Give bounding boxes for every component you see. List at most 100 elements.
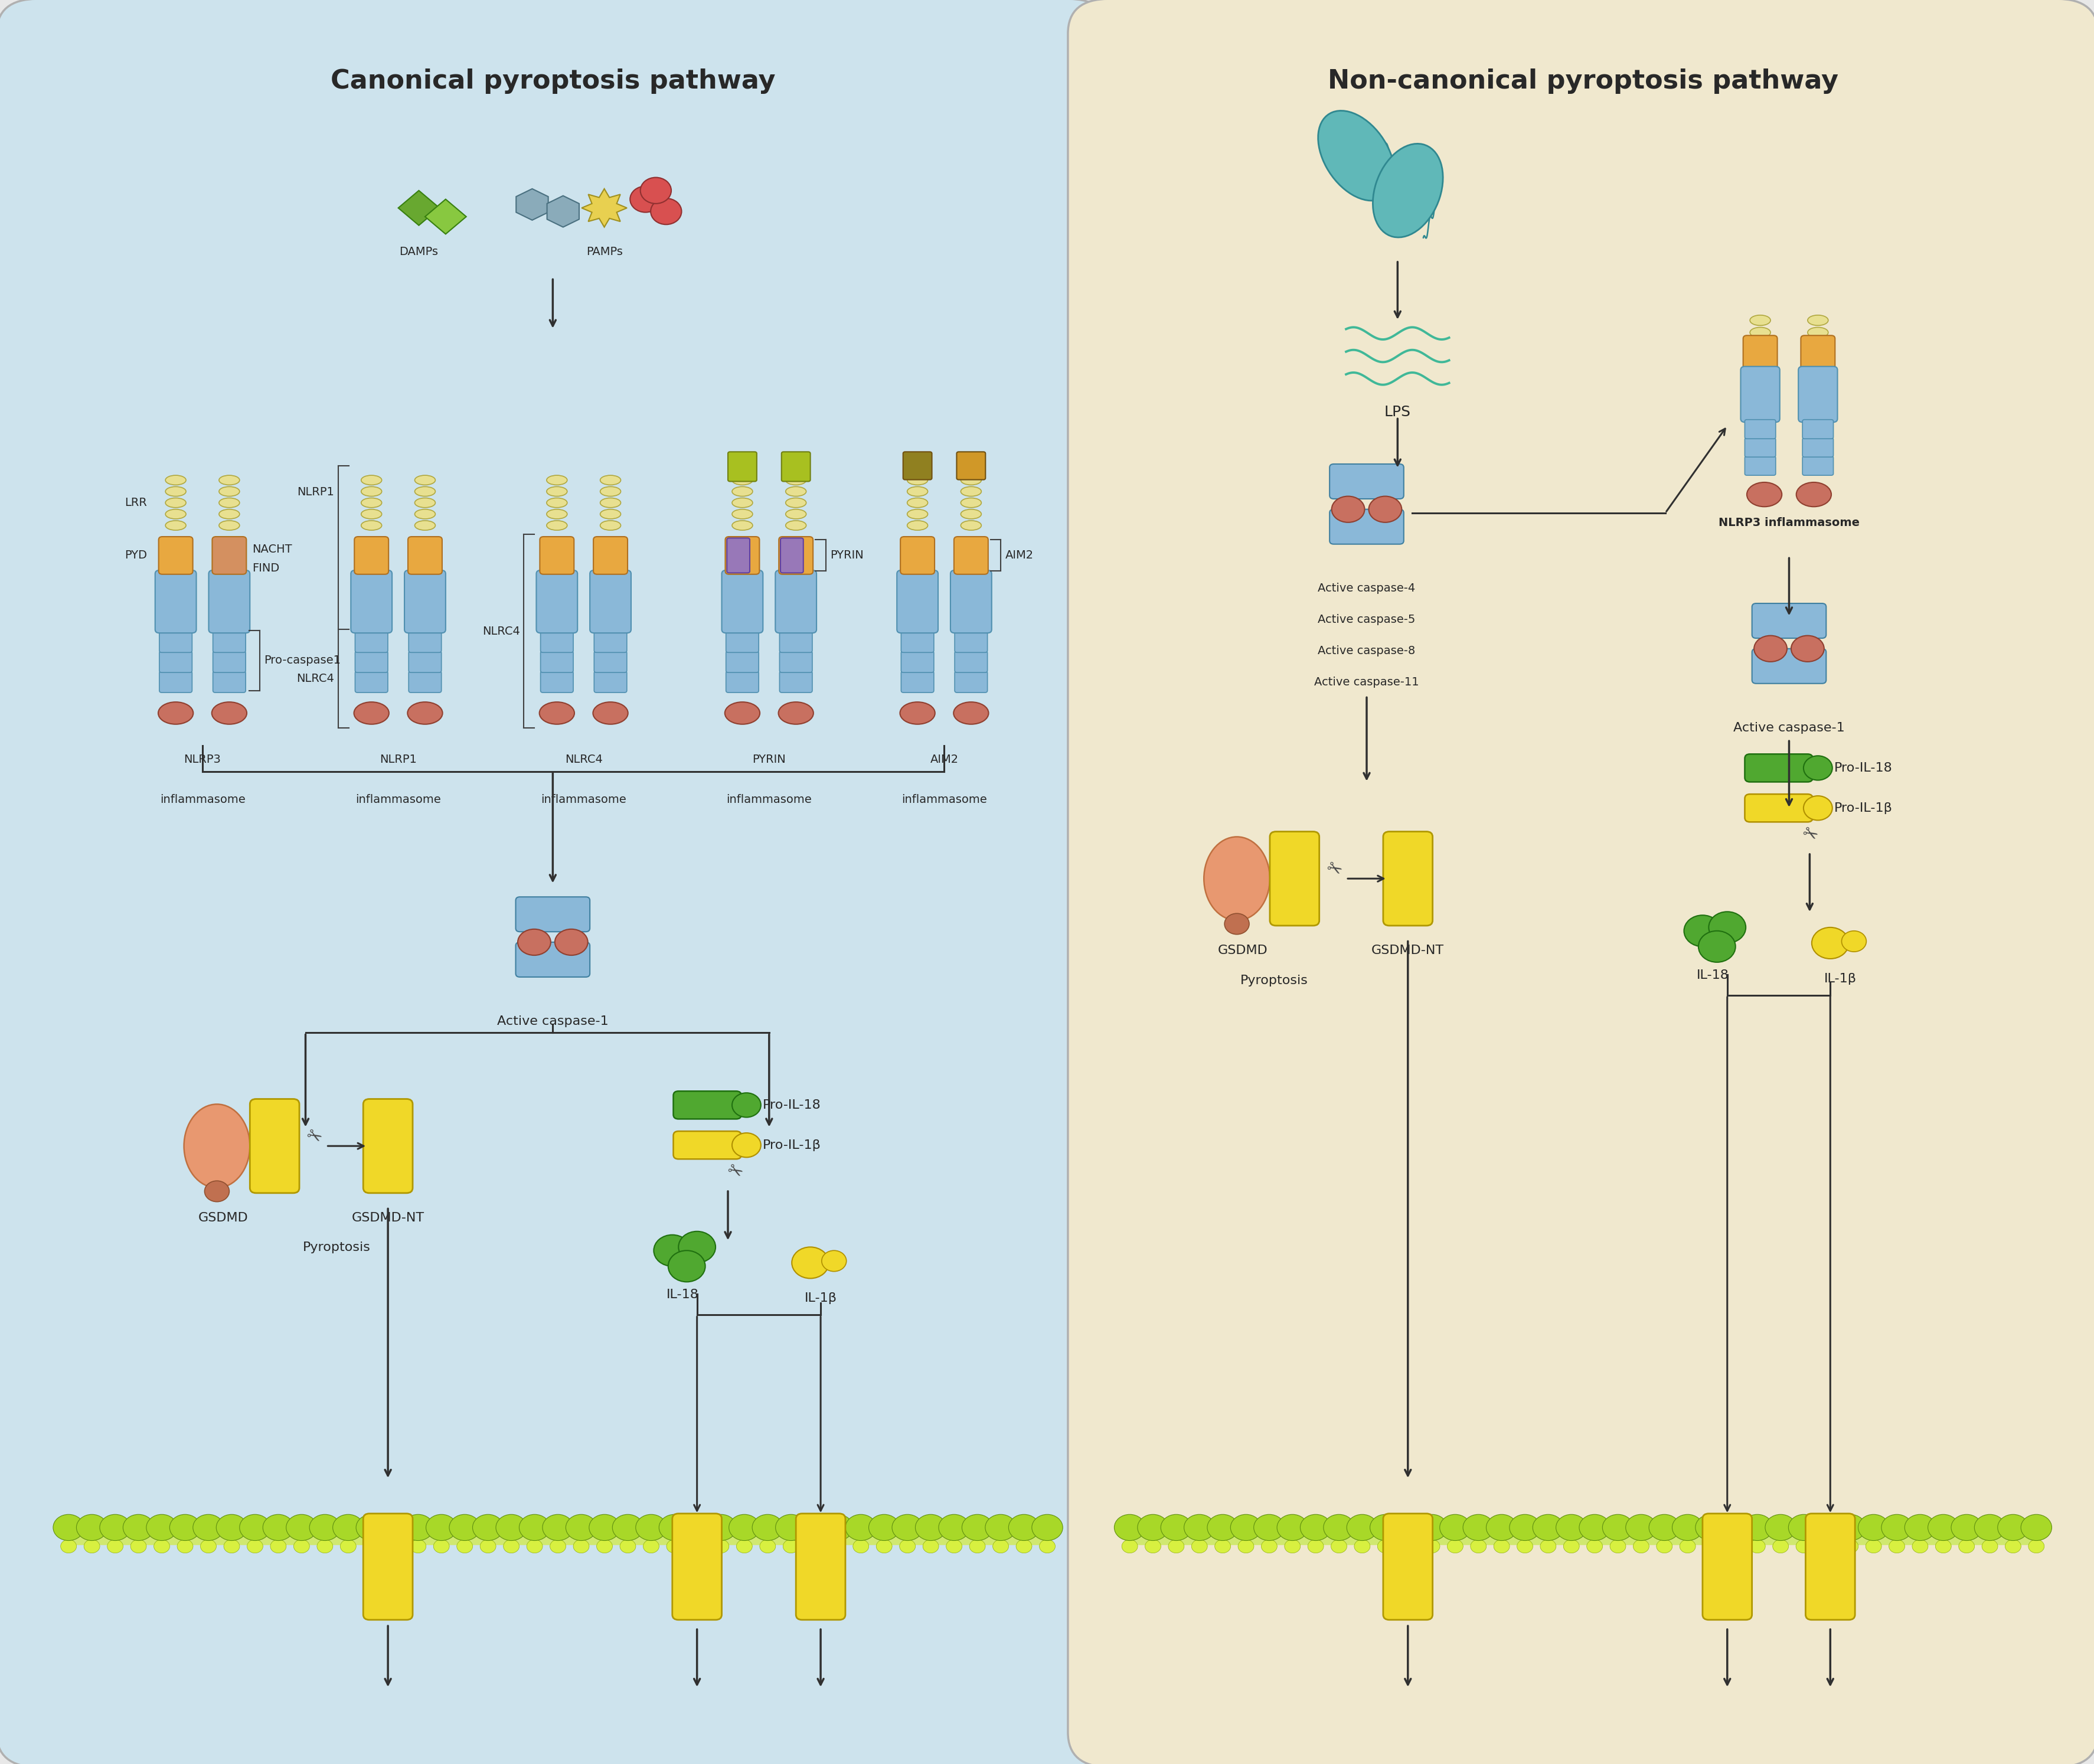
Circle shape [287,1515,316,1540]
Circle shape [712,1540,729,1552]
Text: Pro-caspase1: Pro-caspase1 [264,654,341,667]
FancyBboxPatch shape [362,1099,413,1192]
Circle shape [1533,1515,1562,1540]
Circle shape [1277,1515,1307,1540]
FancyBboxPatch shape [408,670,442,693]
Ellipse shape [540,702,574,725]
Text: NACHT: NACHT [251,543,291,556]
FancyBboxPatch shape [356,651,387,672]
FancyBboxPatch shape [779,651,812,672]
Ellipse shape [360,475,381,485]
Circle shape [915,1515,946,1540]
Circle shape [1795,1540,1811,1552]
FancyBboxPatch shape [1805,1514,1855,1619]
Circle shape [1958,1540,1975,1552]
Circle shape [653,1235,691,1267]
FancyBboxPatch shape [779,536,812,575]
Circle shape [1633,1540,1648,1552]
Circle shape [1709,912,1744,944]
Circle shape [1238,1540,1254,1552]
Text: Pyroptosis: Pyroptosis [1240,974,1307,986]
Circle shape [729,1515,760,1540]
Ellipse shape [785,520,806,531]
Ellipse shape [1372,143,1443,238]
Circle shape [731,1132,760,1157]
Text: IL-1β: IL-1β [804,1293,838,1304]
FancyBboxPatch shape [1801,335,1834,372]
Circle shape [961,1515,993,1540]
Circle shape [410,1540,425,1552]
Ellipse shape [165,475,186,485]
Circle shape [731,1094,760,1117]
Ellipse shape [165,497,186,508]
Circle shape [333,1515,364,1540]
Circle shape [1447,1540,1464,1552]
Text: NLRC4: NLRC4 [565,753,603,766]
FancyBboxPatch shape [249,1099,299,1192]
FancyBboxPatch shape [159,536,193,575]
FancyBboxPatch shape [775,570,817,633]
Ellipse shape [785,510,806,519]
Ellipse shape [731,475,752,485]
Ellipse shape [415,510,436,519]
FancyBboxPatch shape [781,452,810,482]
Circle shape [270,1540,287,1552]
Circle shape [61,1540,77,1552]
Circle shape [1007,1515,1039,1540]
FancyBboxPatch shape [1740,367,1780,422]
FancyBboxPatch shape [1799,367,1836,422]
Ellipse shape [408,702,442,725]
Ellipse shape [360,487,381,496]
Circle shape [1679,1540,1694,1552]
Circle shape [620,1540,637,1552]
Circle shape [898,1540,915,1552]
FancyBboxPatch shape [900,536,934,575]
Text: ✂: ✂ [1323,859,1344,880]
Ellipse shape [725,702,760,725]
Circle shape [1702,1540,1719,1552]
Ellipse shape [415,475,436,485]
Circle shape [634,1515,666,1540]
Circle shape [1439,1515,1470,1540]
FancyBboxPatch shape [1751,649,1826,683]
Circle shape [1725,1540,1742,1552]
Circle shape [1820,1540,1834,1552]
FancyBboxPatch shape [725,536,760,575]
Ellipse shape [220,520,239,531]
Circle shape [1788,1515,1820,1540]
Circle shape [356,1515,387,1540]
Circle shape [1510,1515,1539,1540]
Ellipse shape [907,475,928,485]
Ellipse shape [184,1104,249,1187]
Circle shape [1114,1515,1145,1540]
Circle shape [806,1540,823,1552]
FancyBboxPatch shape [1330,510,1403,543]
Text: GSDMD-NT: GSDMD-NT [1372,946,1445,956]
Circle shape [1261,1540,1277,1552]
FancyBboxPatch shape [672,1092,741,1118]
Ellipse shape [601,475,620,485]
FancyBboxPatch shape [955,632,986,653]
Ellipse shape [1807,351,1828,362]
Circle shape [1975,1515,2004,1540]
Circle shape [473,1515,503,1540]
FancyBboxPatch shape [1382,831,1432,926]
Ellipse shape [360,510,381,519]
Ellipse shape [547,487,567,496]
Ellipse shape [220,510,239,519]
Circle shape [1424,1540,1439,1552]
FancyBboxPatch shape [540,536,574,575]
Circle shape [2021,1515,2052,1540]
Circle shape [1841,931,1866,953]
Ellipse shape [785,497,806,508]
FancyBboxPatch shape [955,670,986,693]
Circle shape [1889,1540,1903,1552]
Circle shape [1284,1540,1300,1552]
Circle shape [783,1540,798,1552]
Circle shape [1145,1540,1160,1552]
FancyBboxPatch shape [540,651,574,672]
FancyBboxPatch shape [729,452,756,482]
FancyBboxPatch shape [781,538,804,573]
Ellipse shape [220,497,239,508]
Ellipse shape [961,487,982,496]
